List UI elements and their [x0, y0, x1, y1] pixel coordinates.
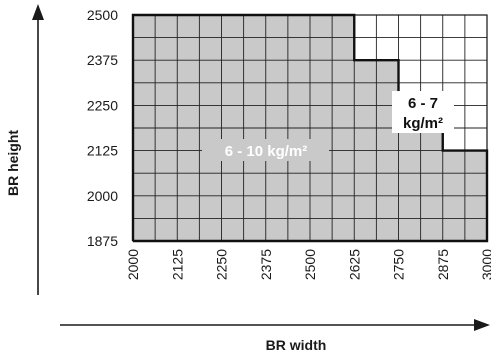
- x-tick-label: 2750: [391, 249, 407, 280]
- x-tick-label: 2375: [258, 249, 274, 280]
- x-tick-label: 2000: [125, 249, 141, 280]
- y-axis-label: BR height: [5, 130, 21, 196]
- x-tick-label: 2125: [169, 249, 185, 280]
- x-tick-label: 2500: [302, 249, 318, 280]
- light-zone-label-group: 6 - 7 kg/m²: [392, 91, 454, 133]
- y-tick-label: 2125: [87, 143, 118, 159]
- heavy-zone-label: 6 - 10 kg/m²: [225, 143, 308, 160]
- y-tick-label: 2250: [87, 97, 118, 113]
- y-tick-label: 2500: [87, 7, 118, 23]
- x-axis-label: BR width: [266, 337, 327, 353]
- y-tick-label: 2000: [87, 188, 118, 204]
- y-tick-label: 2375: [87, 52, 118, 68]
- heavy-zone-label-group: 6 - 10 kg/m²: [202, 139, 329, 161]
- y-tick-labels: 2500 2375 2250 2125 2000 1875: [87, 7, 118, 249]
- x-axis-arrow: [60, 319, 490, 331]
- x-tick-labels: 2000 2125 2250 2375 2500 2625 2750 2875 3000: [125, 249, 491, 280]
- y-axis-arrow: [32, 4, 44, 295]
- x-tick-label: 3000: [479, 249, 491, 280]
- light-zone-label-line2: kg/m²: [403, 115, 443, 132]
- y-tick-label: 1875: [87, 233, 118, 249]
- light-zone-label-line1: 6 - 7: [408, 95, 438, 112]
- x-tick-label: 2875: [435, 249, 451, 280]
- plot-frame: [132, 14, 488, 242]
- x-tick-label: 2625: [346, 249, 362, 280]
- plot-area: [131, 13, 489, 243]
- x-tick-label: 2250: [214, 249, 230, 280]
